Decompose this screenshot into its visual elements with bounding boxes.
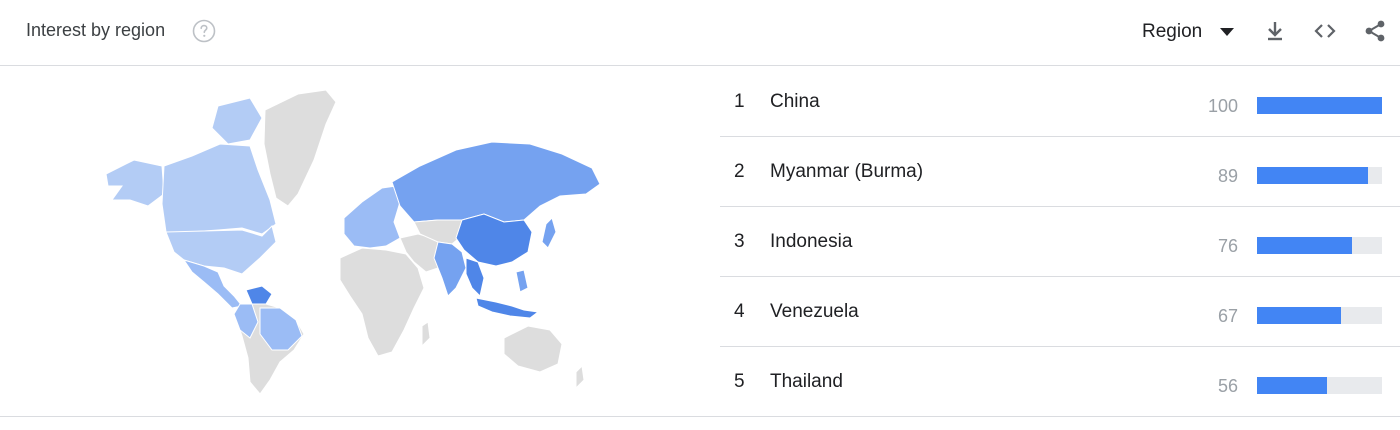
map-region-australia (503, 325, 563, 373)
map-region-japan (541, 217, 557, 249)
region-bar-track (1257, 237, 1382, 254)
map-region-alaska (105, 159, 165, 207)
map-region-africa (339, 247, 425, 357)
region-bar-fill (1257, 237, 1352, 254)
region-dropdown-label: Region (1142, 21, 1203, 42)
map-region-myanmar-thailand (465, 257, 485, 297)
region-value: 56 (1217, 376, 1238, 396)
region-bar-fill (1257, 307, 1341, 324)
region-rank: 1 (734, 91, 745, 112)
header-bar: Interest by region Region (0, 0, 1400, 66)
region-value: 89 (1217, 166, 1238, 186)
list-item[interactable]: 5 Thailand 56 (720, 347, 1400, 417)
page-title: Interest by region (26, 20, 166, 40)
download-icon[interactable] (1262, 18, 1288, 44)
map-region-greenland (263, 89, 337, 207)
list-item[interactable]: 1 China 100 (720, 67, 1400, 137)
map-region-usa (165, 225, 277, 275)
region-bar-fill (1257, 377, 1327, 394)
region-value: 76 (1217, 236, 1238, 256)
region-name[interactable]: Thailand (770, 371, 843, 392)
map-region-new-zealand (575, 364, 585, 390)
region-rank: 5 (734, 371, 745, 392)
share-icon[interactable] (1362, 18, 1388, 44)
map-region-venezuela (245, 285, 273, 305)
list-item[interactable]: 4 Venezuela 67 (720, 277, 1400, 347)
map-region-russia (391, 141, 601, 223)
map-region-europe (343, 185, 401, 249)
region-name[interactable]: Indonesia (770, 231, 853, 252)
region-bar-track (1257, 97, 1382, 114)
list-item[interactable]: 3 Indonesia 76 (720, 207, 1400, 277)
map-region-india (433, 241, 467, 297)
region-bar-track (1257, 307, 1382, 324)
region-value: 67 (1217, 306, 1238, 326)
help-circle-icon[interactable] (192, 19, 216, 43)
region-value: 100 (1207, 96, 1238, 116)
region-name[interactable]: Venezuela (770, 301, 859, 322)
map-region-brazil (259, 307, 303, 351)
region-rank: 2 (734, 161, 745, 182)
list-item[interactable]: 2 Myanmar (Burma) 89 (720, 137, 1400, 207)
bottom-divider (0, 416, 1400, 417)
world-map[interactable] (100, 82, 610, 400)
region-ranking-list: 1 China 100 2 Myanmar (Burma) 89 3 Indonesia 76 4… (720, 67, 1400, 417)
caret-down-icon (1220, 28, 1235, 36)
region-rank: 4 (734, 301, 745, 322)
region-bar-track (1257, 167, 1382, 184)
world-map-graphic (105, 89, 601, 395)
region-dropdown[interactable]: Region (1142, 18, 1235, 46)
region-bar-fill (1257, 97, 1382, 114)
map-region-madagascar (421, 321, 431, 348)
region-bar-track (1257, 377, 1382, 394)
region-name[interactable]: China (770, 91, 820, 112)
map-region-philippines (515, 269, 529, 293)
map-region-indonesia (475, 297, 540, 319)
region-bar-fill (1257, 167, 1369, 184)
region-name[interactable]: Myanmar (Burma) (770, 161, 924, 182)
map-region-colombia-peru (233, 303, 259, 339)
region-rank: 3 (734, 231, 745, 252)
map-region-china (455, 213, 533, 267)
map-region-arctic-islands (211, 97, 263, 145)
code-icon[interactable] (1312, 18, 1338, 44)
map-region-canada (161, 143, 277, 235)
